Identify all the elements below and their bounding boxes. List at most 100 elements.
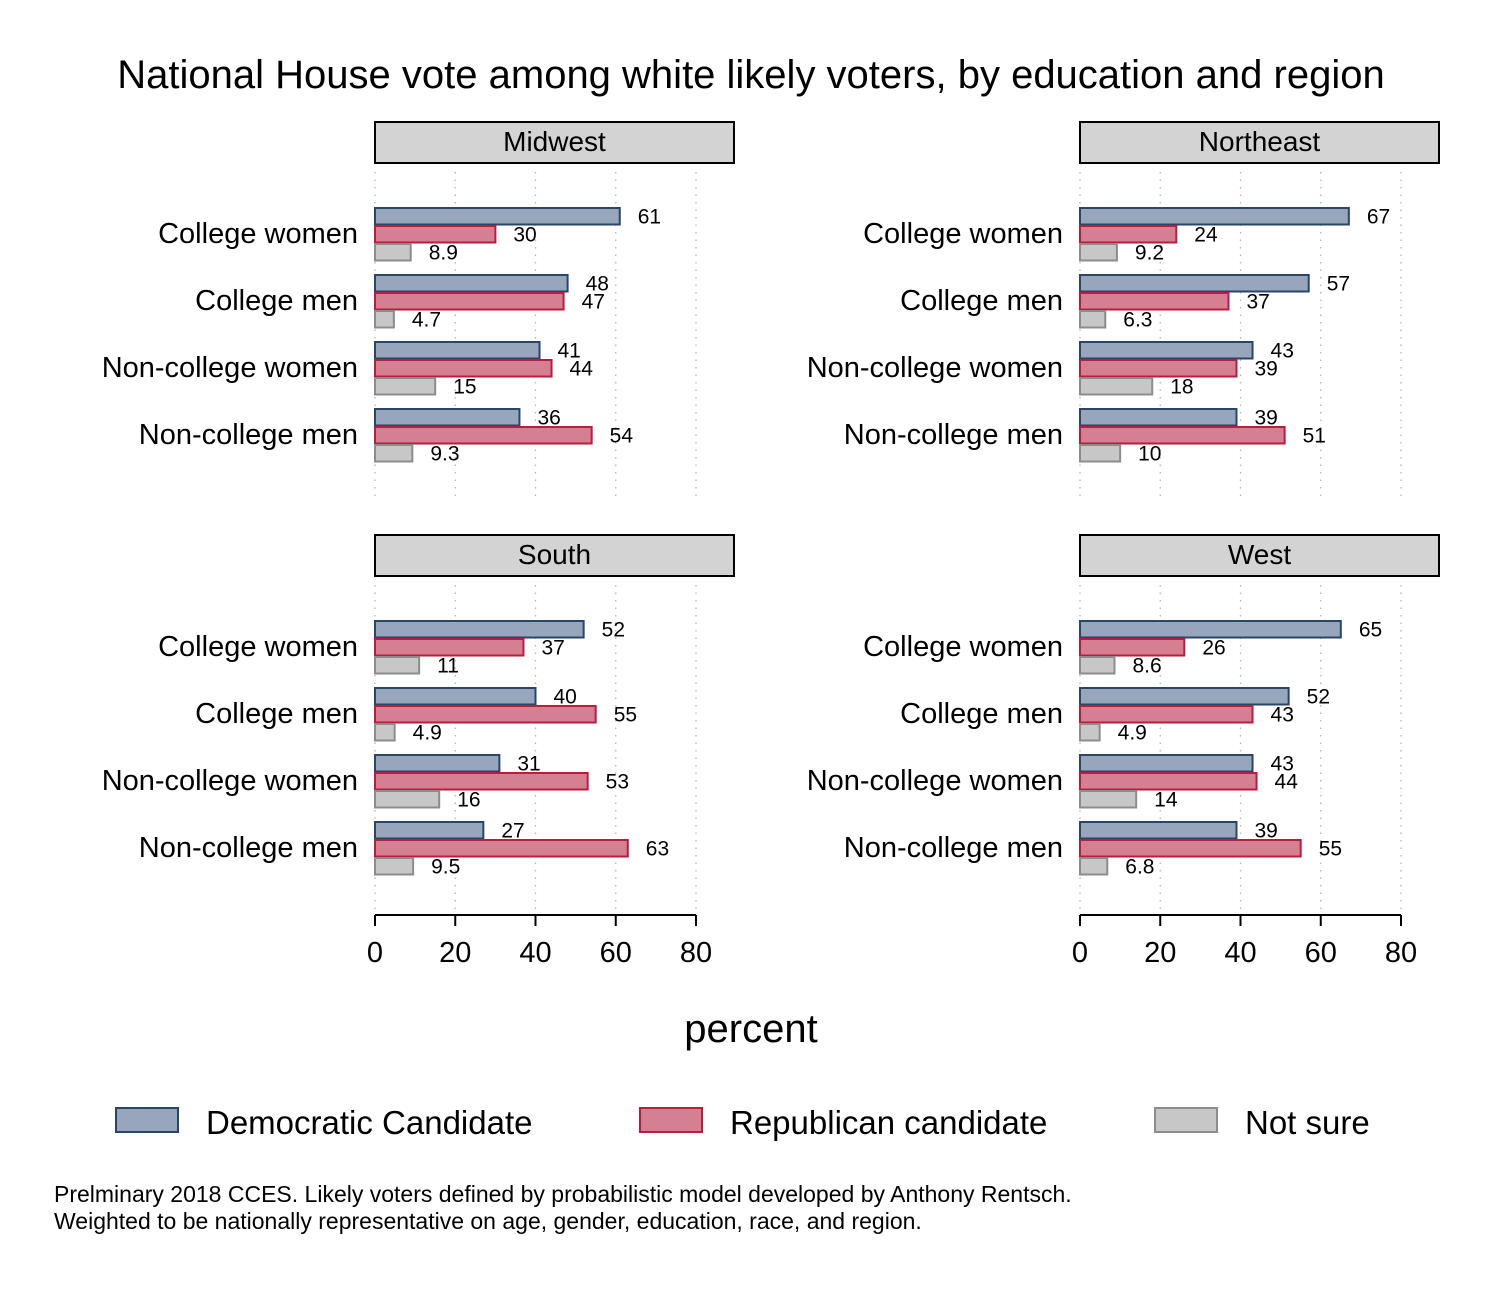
data-label: 39 (1254, 358, 1277, 381)
panel-strip (1079, 534, 1440, 577)
bar (374, 274, 569, 293)
panel-midwest: Midwest College women 61 30 8.9 College men 48… (102, 121, 735, 500)
panel-strip-label: South (518, 539, 591, 570)
data-label: 57 (1327, 273, 1350, 296)
x-tick-label: 80 (680, 937, 712, 969)
legend-label: Republican candidate (730, 1104, 1047, 1141)
category-label: Non-college men (844, 832, 1063, 864)
bar (1079, 839, 1302, 858)
bar (1079, 620, 1342, 639)
bar (374, 772, 589, 791)
bar (1079, 310, 1107, 329)
data-label: 10 (1138, 443, 1161, 466)
chart-title: National House vote among white likely v… (117, 53, 1384, 97)
data-label: 26 (1202, 637, 1225, 660)
data-label: 4.9 (413, 722, 442, 745)
bar (1079, 790, 1138, 809)
data-label: 36 (537, 407, 560, 430)
category-label: College women (863, 218, 1063, 250)
category-label: College men (900, 698, 1063, 730)
bar (374, 426, 593, 445)
panel-strip-label: Northeast (1199, 126, 1321, 157)
data-label: 43 (1271, 753, 1294, 776)
panels: Midwest College women 61 30 8.9 College men 48… (102, 121, 1440, 969)
category-label: Non-college men (139, 419, 358, 451)
x-tick-label: 20 (1144, 937, 1176, 969)
bar (374, 408, 521, 427)
bar (1079, 656, 1116, 675)
legend-swatch (115, 1107, 179, 1133)
bar (1079, 292, 1230, 311)
data-label: 48 (586, 273, 609, 296)
category-label: Non-college women (807, 765, 1063, 797)
panel-northeast: Northeast College women 67 24 9.2 College men… (807, 121, 1440, 500)
data-label: 6.3 (1123, 309, 1152, 332)
category-label: College men (900, 285, 1063, 317)
bar (374, 341, 541, 360)
legend-swatch (1154, 1107, 1218, 1133)
bar (1079, 723, 1101, 742)
data-label: 18 (1170, 376, 1193, 399)
data-label: 54 (610, 425, 634, 448)
bar (374, 207, 621, 226)
data-label: 4.7 (412, 309, 441, 332)
bar (374, 620, 585, 639)
bar (1079, 857, 1109, 876)
bar (374, 839, 629, 858)
bar (374, 225, 497, 244)
data-label: 24 (1194, 224, 1218, 247)
data-label: 53 (606, 771, 629, 794)
category-label: Non-college women (102, 765, 358, 797)
x-tick-label: 80 (1385, 937, 1417, 969)
data-label: 37 (1246, 291, 1269, 314)
bar (1079, 772, 1258, 791)
data-label: 11 (437, 655, 459, 678)
panel-strip-label: Midwest (503, 126, 606, 157)
bar (1079, 705, 1254, 724)
bar (374, 243, 412, 262)
bar (1079, 444, 1122, 463)
data-label: 15 (453, 376, 476, 399)
category-label: College women (158, 218, 358, 250)
legend-swatch (639, 1107, 703, 1133)
bar (374, 723, 396, 742)
x-tick-label: 60 (600, 937, 632, 969)
bar (374, 377, 437, 396)
data-label: 16 (457, 789, 480, 812)
bar (1079, 225, 1178, 244)
bar (1079, 243, 1118, 262)
bar (1079, 408, 1238, 427)
data-label: 27 (501, 820, 524, 843)
panel-strip (1079, 121, 1440, 164)
data-label: 4.9 (1118, 722, 1147, 745)
bar (1079, 426, 1286, 445)
data-label: 14 (1154, 789, 1178, 812)
data-label: 51 (1303, 425, 1326, 448)
data-label: 63 (646, 838, 669, 861)
data-label: 8.6 (1133, 655, 1162, 678)
bar (374, 359, 553, 378)
x-tick-label: 20 (439, 937, 471, 969)
legend-label: Not sure (1245, 1104, 1370, 1141)
legend-label: Democratic Candidate (206, 1104, 533, 1141)
bar (374, 705, 597, 724)
category-label: Non-college men (844, 419, 1063, 451)
bar (374, 821, 485, 840)
bar (374, 310, 395, 329)
bar (374, 638, 525, 657)
bar (1079, 821, 1238, 840)
data-label: 8.9 (429, 242, 458, 265)
panel-strip (374, 121, 735, 164)
bar (374, 857, 415, 876)
category-label: College women (158, 631, 358, 663)
data-label: 31 (517, 753, 540, 776)
bar (1079, 638, 1186, 657)
data-label: 67 (1367, 206, 1390, 229)
bar (1079, 207, 1350, 226)
data-label: 55 (1319, 838, 1342, 861)
bar (374, 292, 565, 311)
data-label: 52 (1307, 686, 1330, 709)
x-tick-label: 40 (519, 937, 551, 969)
